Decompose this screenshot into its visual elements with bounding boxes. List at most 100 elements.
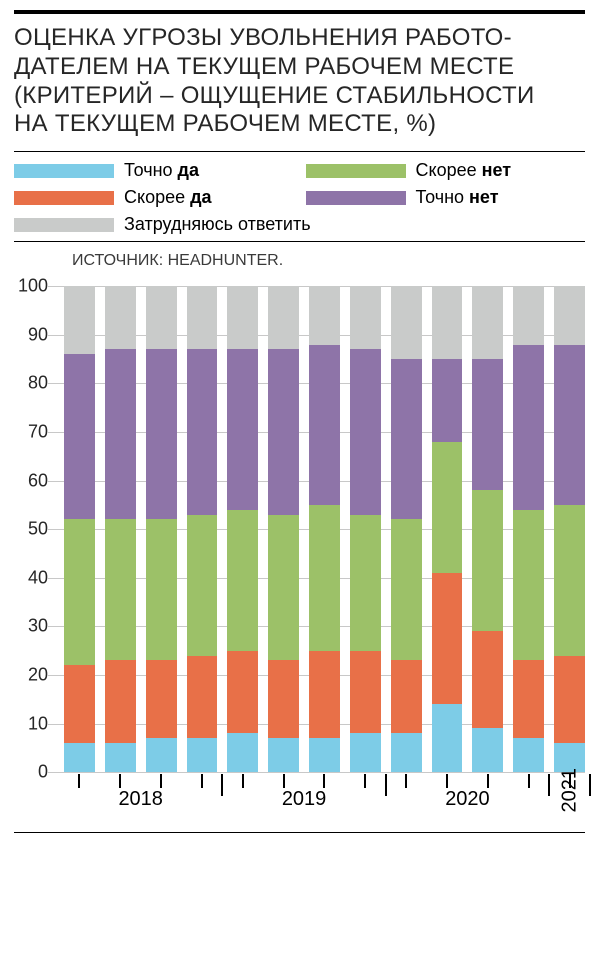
bar-segment-def_no [472, 359, 503, 490]
x-tick [160, 774, 162, 788]
bar-segment-prob_yes [268, 660, 299, 738]
legend-label: Точно нет [416, 187, 499, 208]
x-tick [446, 774, 448, 788]
bar-segment-def_yes [350, 733, 381, 772]
bar [268, 286, 299, 772]
bar-segment-prob_no [513, 510, 544, 661]
legend-item: Скорее да [14, 187, 294, 208]
bar [309, 286, 340, 772]
source-label: ИСТОЧНИК: HEADHUNTER. [72, 242, 585, 272]
bar-segment-dk [350, 286, 381, 349]
bar-segment-prob_yes [350, 651, 381, 734]
bar-segment-prob_no [146, 519, 177, 660]
x-tick [283, 774, 285, 788]
bar-segment-def_no [513, 345, 544, 510]
bar-segment-dk [472, 286, 503, 359]
gridline [48, 772, 585, 773]
bar-segment-def_no [105, 349, 136, 519]
bar-segment-dk [309, 286, 340, 344]
year-label: 2020 [445, 788, 490, 811]
legend-item: Точно нет [306, 187, 586, 208]
bar-segment-prob_yes [187, 656, 218, 739]
bar-segment-prob_yes [391, 660, 422, 733]
bar-segment-def_no [187, 349, 218, 514]
bar [513, 286, 544, 772]
bar-segment-prob_no [105, 519, 136, 660]
chart: 0102030405060708090100 2018201920202021 [14, 272, 585, 832]
bar-segment-def_no [146, 349, 177, 519]
bar-segment-def_yes [146, 738, 177, 772]
bar-segment-def_no [432, 359, 463, 442]
x-tick [201, 774, 203, 788]
bar [554, 286, 585, 772]
x-tick [242, 774, 244, 788]
x-tick [119, 774, 121, 788]
bar-segment-def_yes [227, 733, 258, 772]
bar [64, 286, 95, 772]
year-label: 2018 [118, 788, 163, 811]
legend-swatch [14, 164, 114, 178]
bar-segment-dk [187, 286, 218, 349]
bar-segment-prob_no [432, 442, 463, 573]
bar-segment-def_no [64, 354, 95, 519]
legend-item: Точно да [14, 160, 294, 181]
x-tick [323, 774, 325, 788]
bars-container [58, 286, 585, 772]
bar-segment-def_yes [64, 743, 95, 772]
y-axis-label: 70 [14, 421, 48, 442]
y-axis-label: 90 [14, 324, 48, 345]
bar-segment-prob_no [64, 519, 95, 665]
bar-segment-prob_yes [64, 665, 95, 743]
y-axis-label: 10 [14, 713, 48, 734]
y-axis-label: 80 [14, 373, 48, 394]
bar-segment-def_yes [391, 733, 422, 772]
legend-label: Скорее нет [416, 160, 512, 181]
x-tick [78, 774, 80, 788]
bar [432, 286, 463, 772]
bar-segment-prob_no [268, 515, 299, 661]
y-axis-label: 0 [14, 762, 48, 783]
bar-segment-prob_yes [513, 660, 544, 738]
bar-segment-def_no [350, 349, 381, 514]
y-axis-label: 60 [14, 470, 48, 491]
bar-segment-prob_yes [146, 660, 177, 738]
bar [146, 286, 177, 772]
bar-segment-def_no [227, 349, 258, 509]
legend-label: Затрудняюсь ответить [124, 214, 311, 235]
bar-segment-dk [513, 286, 544, 344]
legend-swatch [14, 218, 114, 232]
year-label: 2021 [558, 768, 581, 813]
bar-segment-dk [105, 286, 136, 349]
bar-segment-def_yes [513, 738, 544, 772]
bar-segment-prob_yes [554, 656, 585, 743]
bar-segment-def_no [268, 349, 299, 514]
bar-segment-def_yes [432, 704, 463, 772]
legend-swatch [14, 191, 114, 205]
year-label: 2019 [282, 788, 327, 811]
bar [227, 286, 258, 772]
bar-segment-dk [432, 286, 463, 359]
year-tick [589, 774, 591, 796]
bar-segment-def_no [309, 345, 340, 505]
x-tick [487, 774, 489, 788]
legend-item: Скорее нет [306, 160, 586, 181]
bar-segment-prob_yes [227, 651, 258, 734]
y-axis-label: 40 [14, 567, 48, 588]
bar-segment-dk [268, 286, 299, 349]
x-tick [405, 774, 407, 788]
bar-segment-def_yes [309, 738, 340, 772]
bar-segment-def_yes [268, 738, 299, 772]
bottom-rule [14, 832, 585, 833]
y-axis-label: 50 [14, 519, 48, 540]
bar-segment-def_no [391, 359, 422, 519]
bar-segment-prob_no [554, 505, 585, 656]
bar-segment-dk [554, 286, 585, 344]
x-tick [528, 774, 530, 788]
bar [187, 286, 218, 772]
legend-label: Скорее да [124, 187, 212, 208]
bar-segment-def_yes [187, 738, 218, 772]
bar [391, 286, 422, 772]
bar-segment-dk [64, 286, 95, 354]
y-axis-label: 30 [14, 616, 48, 637]
x-tick [364, 774, 366, 788]
